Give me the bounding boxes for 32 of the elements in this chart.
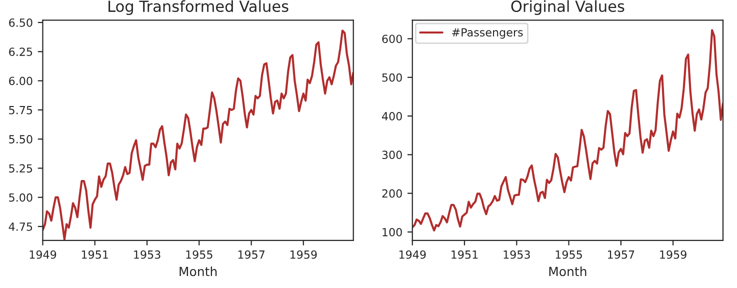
y-tick-label: 200 (382, 189, 402, 198)
x-tick-label: 1955 (556, 250, 582, 259)
x-tick-label: 1949 (399, 250, 426, 259)
y-tick-label: 6.50 (9, 18, 32, 27)
x-tick-label: 1957 (238, 250, 264, 259)
y-tick-label: 500 (382, 73, 402, 82)
y-tick-label: 300 (382, 150, 402, 160)
y-tick-label: 100 (382, 228, 402, 236)
x-tick-label: 1959 (660, 250, 686, 259)
x-tick-label: 1949 (30, 250, 56, 259)
x-tick-label: 1957 (608, 250, 634, 259)
y-tick-label: 5.00 (9, 193, 32, 202)
y-tick-label: 6.25 (9, 48, 32, 56)
y-tick-label: 5.75 (9, 106, 32, 114)
x-axis-title: Month (549, 266, 586, 276)
line-series (412, 29, 723, 232)
y-tick-label: 5.50 (9, 135, 32, 144)
legend-label: #Passengers (452, 28, 523, 39)
y-tick-label: 400 (382, 112, 402, 120)
x-tick-label: 1951 (452, 250, 478, 259)
y-tick-label: 5.25 (9, 164, 32, 173)
x-tick-label: 1959 (290, 250, 317, 259)
y-tick-label: 600 (382, 34, 402, 44)
x-tick-label: 1953 (504, 250, 530, 259)
y-tick-label: 4.75 (8, 222, 32, 231)
y-tick-label: 6.00 (9, 76, 32, 86)
x-tick-label: 1955 (186, 250, 212, 259)
x-tick-label: 1951 (82, 250, 108, 259)
x-tick-label: 1953 (134, 250, 160, 259)
chart-title: Log Transformed Values (108, 0, 288, 16)
chart-title: Original Values (511, 0, 624, 16)
x-axis-title: Month (180, 266, 217, 276)
